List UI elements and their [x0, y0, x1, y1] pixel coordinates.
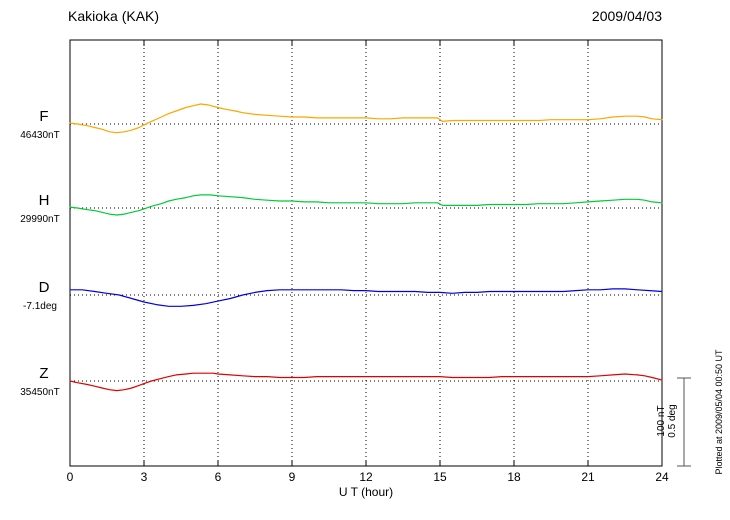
plotted-at-note: Plotted at 2009/05/04 00:50 UT — [714, 349, 724, 475]
baselines — [70, 123, 662, 382]
traces — [69, 103, 663, 392]
trace-F — [69, 103, 663, 134]
x-axis-label: U T (hour) — [338, 485, 394, 499]
trace-Z — [69, 372, 663, 392]
x-tick-label-15: 15 — [433, 470, 447, 484]
axis-ticks — [69, 40, 663, 466]
channel-labels: F 46430nT H 29990nT D -7.1deg Z 35450nT — [20, 108, 59, 398]
channel-name-F: F — [39, 108, 48, 125]
x-tick-label-6: 6 — [215, 470, 222, 484]
gridlines — [143, 40, 589, 466]
x-tick-label-12: 12 — [359, 470, 373, 484]
channel-baseline-value-D: -7.1deg — [23, 301, 57, 312]
x-tick-label-9: 9 — [289, 470, 296, 484]
scale-bar-nt-label: 100 nT — [656, 405, 667, 436]
channel-baseline-value-H: 29990nT — [20, 214, 59, 225]
x-tick-label-18: 18 — [507, 470, 521, 484]
channel-name-H: H — [39, 192, 50, 209]
channel-baseline-value-Z: 35450nT — [20, 387, 59, 398]
x-tick-label-3: 3 — [141, 470, 148, 484]
scale-bar-deg-label: 0.5 deg — [667, 404, 678, 437]
x-tick-labels: 0 3 6 9 12 15 18 21 24 — [67, 470, 669, 484]
x-tick-label-21: 21 — [581, 470, 595, 484]
channel-baseline-value-F: 46430nT — [20, 130, 59, 141]
trace-D — [69, 288, 663, 307]
trace-H — [69, 194, 663, 216]
channel-name-D: D — [39, 279, 50, 296]
channel-name-Z: Z — [39, 365, 48, 382]
x-tick-label-0: 0 — [67, 470, 74, 484]
station-title: Kakioka (KAK) — [68, 8, 160, 24]
plot-date: 2009/04/03 — [591, 8, 662, 24]
scale-bar: 100 nT 0.5 deg — [656, 377, 691, 467]
x-tick-label-24: 24 — [655, 470, 669, 484]
